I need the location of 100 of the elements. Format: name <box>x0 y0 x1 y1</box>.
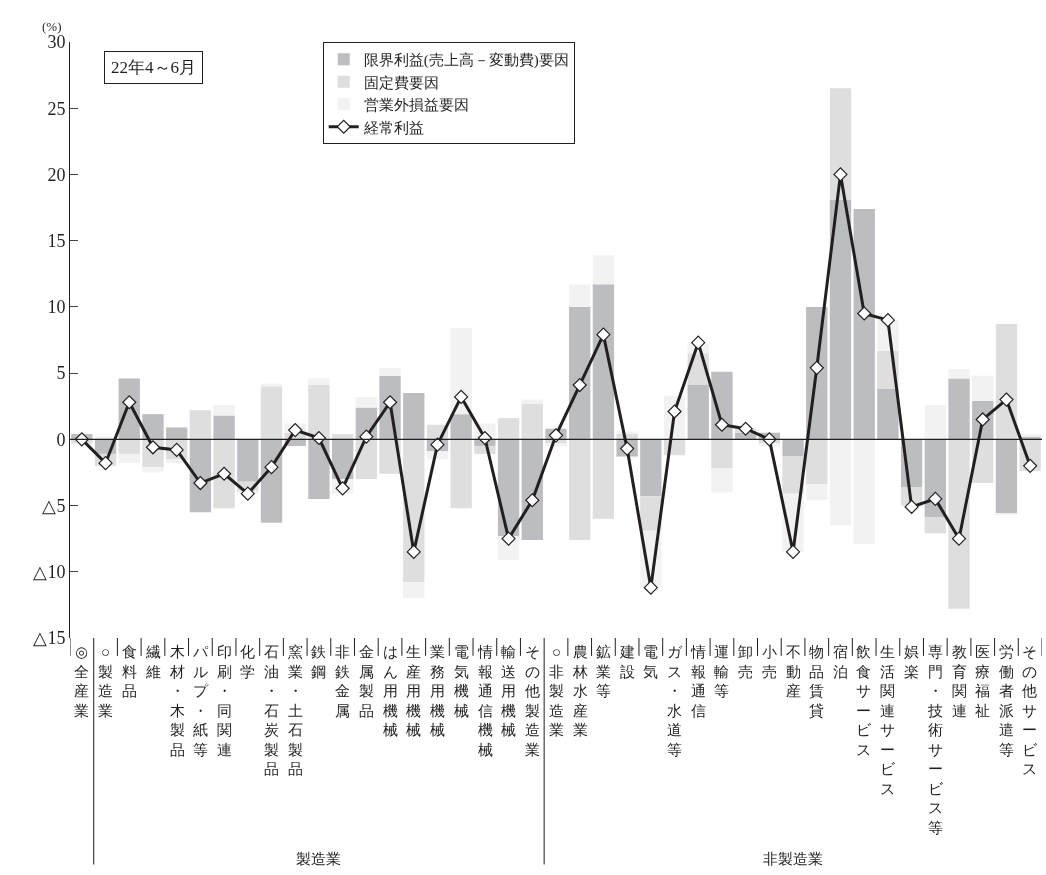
x-tick-label: 小売 <box>762 644 777 680</box>
bar <box>403 392 425 440</box>
bar <box>569 306 591 440</box>
x-tick-label: 宿泊 <box>833 644 848 680</box>
bar <box>592 439 615 519</box>
bar <box>189 410 212 440</box>
y-tick-label: 15 <box>47 230 66 251</box>
y-tick-label: △15 <box>33 628 66 649</box>
bar <box>853 439 875 544</box>
x-tick-label: はん用機械 <box>383 644 398 738</box>
category-label: 専門・技術サービス等 <box>928 644 943 836</box>
bar <box>142 414 164 440</box>
legend-label: 営業外損益要因 <box>363 97 469 114</box>
x-tick-label: 生産用機械 <box>406 644 421 738</box>
x-tick-label: 化学 <box>240 644 255 680</box>
x-tick-label: 印刷・同関連 <box>217 644 232 758</box>
bar <box>308 439 330 499</box>
point <box>122 395 137 410</box>
bar <box>450 414 472 440</box>
x-tick-label: 食料品 <box>122 644 137 699</box>
x-tick-label: 不動産 <box>786 644 801 699</box>
bar <box>403 582 425 599</box>
point <box>288 422 303 438</box>
x-tick-label: 窯業・土石製品 <box>288 644 303 777</box>
x-tick-label: 飲食サービス <box>856 644 872 758</box>
bar <box>569 439 591 540</box>
point <box>643 580 658 595</box>
y-tick-label: 20 <box>47 164 66 185</box>
x-tick-label: ◎全産業 <box>74 644 89 719</box>
y-tick-label: 25 <box>47 98 66 119</box>
point <box>572 377 587 393</box>
x-tick-label: その他サービス <box>1022 644 1038 777</box>
point <box>525 493 540 508</box>
y-axis-title: (%) <box>42 19 62 34</box>
bar <box>806 439 828 485</box>
point <box>880 313 895 328</box>
point <box>785 544 801 560</box>
y-tick-label: 10 <box>47 297 66 318</box>
point <box>240 486 255 501</box>
x-tick-label: 医療福祉 <box>975 644 990 719</box>
bar <box>853 208 875 440</box>
x-tick-label: 輸送用機械 <box>501 644 516 738</box>
bar <box>924 404 946 440</box>
bar <box>782 456 804 494</box>
bar <box>308 378 330 386</box>
x-tick-label: パルプ・紙等 <box>192 644 209 758</box>
x-tick-label: 労働者派遣等 <box>999 644 1014 758</box>
bar <box>521 399 543 404</box>
point <box>359 429 374 444</box>
bar <box>995 439 1018 514</box>
bar <box>118 439 140 454</box>
bar <box>118 453 140 464</box>
bar <box>379 367 401 376</box>
bar <box>331 434 354 440</box>
bar <box>592 284 615 440</box>
text: 非製造業 <box>763 851 823 867</box>
point <box>1023 458 1038 473</box>
point <box>98 456 113 471</box>
point <box>833 167 848 182</box>
y-tick-label: △5 <box>42 495 66 516</box>
x-tick-label: 物品賃貸 <box>809 644 824 719</box>
x-tick-label: 卸売 <box>738 644 753 680</box>
point <box>596 327 611 342</box>
point <box>406 544 421 560</box>
x-tick-label: 情報通信 <box>690 644 706 719</box>
text: 製造業 <box>296 851 341 867</box>
y-tick-label: 0 <box>56 429 66 450</box>
bar <box>308 385 330 440</box>
x-tick-label: 非鉄金属 <box>335 644 350 719</box>
point <box>217 466 232 481</box>
bar <box>948 369 970 379</box>
x-tick-label: 鉱業等 <box>596 644 611 699</box>
x-tick-label: ○非製造業 <box>549 644 564 738</box>
bar <box>711 468 733 493</box>
x-tick-label: その他製造業 <box>525 644 540 758</box>
x-tick-label: 鉄鋼 <box>311 644 326 680</box>
bar <box>711 439 733 469</box>
point <box>430 437 445 452</box>
bar <box>948 378 970 440</box>
point <box>809 360 824 375</box>
bar <box>213 404 235 416</box>
bar <box>687 385 709 440</box>
x-tick-label: 農林水産業 <box>572 644 588 738</box>
x-tick-label: 建設 <box>619 644 635 680</box>
y-tick-label: 5 <box>56 363 66 384</box>
legend-label: 固定費要因 <box>363 74 439 91</box>
bar <box>924 517 946 534</box>
bar <box>237 439 259 482</box>
x-tick-label: 生活関連サービス <box>880 644 896 797</box>
x-tick-label: 情報通信機械 <box>477 644 493 758</box>
bar <box>948 439 970 609</box>
point <box>264 460 279 475</box>
x-tick-label: 木材・木製品 <box>169 644 185 758</box>
x-tick-label: ガス・水道等 <box>667 644 683 758</box>
x-tick-label: ○製造業 <box>98 644 113 719</box>
point <box>714 417 730 432</box>
bar <box>497 418 520 440</box>
point <box>928 491 943 507</box>
y-tick-label: 30 <box>47 32 66 53</box>
bar <box>450 328 472 415</box>
